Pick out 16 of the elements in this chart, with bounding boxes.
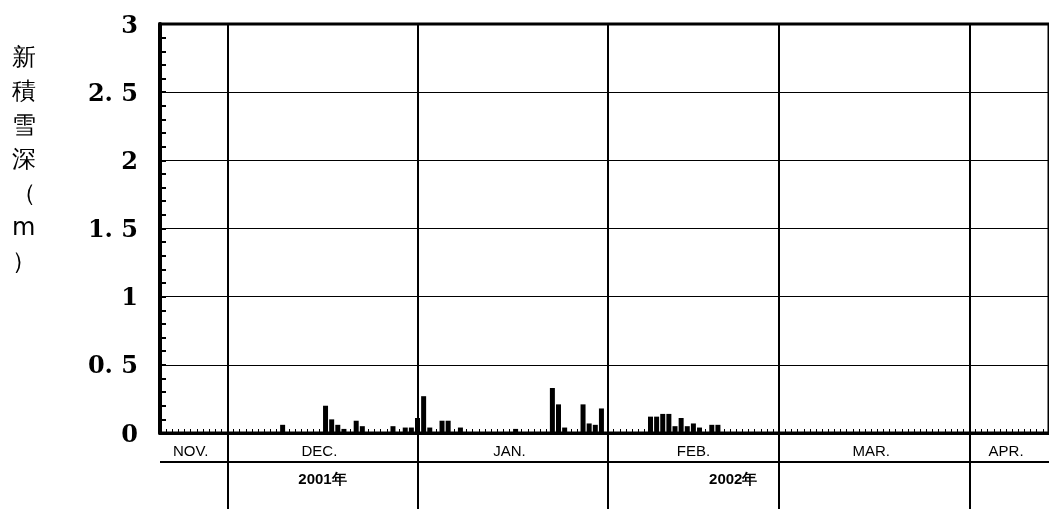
x-tick-label: NOV. [173, 442, 209, 459]
x-tick-label: APR. [988, 442, 1024, 459]
y-tick-label: 2 [121, 145, 138, 175]
y-tick-label: 1. 5 [87, 214, 138, 243]
x-tick-label: DEC. [301, 442, 338, 459]
y-tick-label: 2. 5 [87, 77, 138, 107]
y-tick-label: 1 [121, 282, 138, 312]
y-tick-label: 3 [121, 9, 138, 39]
y-tick-label: 0. 5 [87, 350, 138, 380]
x-tick-label: MAR. [852, 442, 890, 459]
text: 2001年 [298, 469, 347, 487]
text: 2002年 [709, 469, 758, 487]
x-tick-label: FEB. [676, 442, 711, 459]
y-tick-label: 0 [121, 418, 138, 448]
y-axis-title: 新積雪深（m） [12, 43, 36, 275]
x-tick-label: JAN. [493, 442, 526, 459]
